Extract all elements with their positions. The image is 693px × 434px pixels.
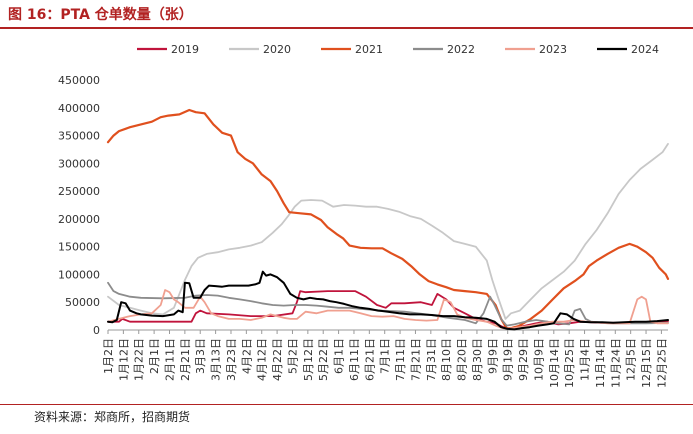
- x-tick-label: 6月21日: [363, 338, 376, 381]
- y-tick-label: 450000: [58, 74, 100, 87]
- source-divider: [0, 404, 693, 405]
- x-tick-label: 1月2日: [102, 338, 115, 374]
- y-tick-label: 150000: [58, 241, 100, 254]
- x-tick-label: 9月9日: [486, 338, 499, 374]
- x-tick-label: 1月12日: [117, 338, 130, 381]
- legend-label-2024: 2024: [631, 43, 659, 56]
- source-note: 资料来源：郑商所，招商期货: [34, 410, 191, 424]
- x-tick-label: 10月9日: [532, 338, 545, 381]
- x-tick-label: 7月11日: [394, 338, 407, 381]
- x-tick-label: 7月1日: [379, 338, 392, 374]
- y-tick-label: 300000: [58, 157, 100, 170]
- y-tick-label: 200000: [58, 213, 100, 226]
- x-tick-label: 4月22日: [271, 338, 284, 381]
- series-line-2020: [107, 143, 669, 320]
- x-tick-label: 12月15日: [640, 338, 653, 388]
- x-tick-label: 4月12日: [256, 338, 269, 381]
- x-tick-label: 11月24日: [609, 338, 622, 388]
- x-tick-label: 3月3日: [194, 338, 207, 374]
- x-tick-label: 10月25日: [563, 338, 576, 388]
- x-tick-label: 10月14日: [548, 338, 561, 388]
- x-tick-label: 9月19日: [502, 338, 515, 381]
- x-tick-label: 11月14日: [594, 338, 607, 388]
- x-tick-label: 7月21日: [409, 338, 422, 381]
- x-tick-label: 1月22日: [133, 338, 146, 381]
- line-chart: 2019 2020 2021 2022 2023 2024 0 50000 100000 150…: [58, 43, 670, 388]
- x-tick-label: 12月5日: [625, 338, 638, 381]
- legend-label-2021: 2021: [355, 43, 383, 56]
- y-tick-label: 250000: [58, 185, 100, 198]
- figure-title: 图 16：PTA 仓单数量（张）: [8, 7, 193, 23]
- x-tick-label: 6月11日: [348, 338, 361, 381]
- x-tick-label: 8月30日: [471, 338, 484, 381]
- legend-label-2023: 2023: [539, 43, 567, 56]
- x-tick-label: 2月21日: [179, 338, 192, 381]
- x-tick-label: 8月20日: [456, 338, 469, 381]
- series-layer: [106, 108, 670, 331]
- legend-label-2022: 2022: [447, 43, 475, 56]
- x-tick-label: 7月31日: [425, 338, 438, 381]
- x-tick-label: 11月4日: [579, 338, 592, 381]
- series-line-2022: [107, 281, 669, 327]
- x-tick-label: 6月1日: [333, 338, 346, 374]
- y-axis: 0 50000 100000 150000 200000 250000 300000 3500…: [58, 74, 100, 337]
- y-tick-label: 100000: [58, 268, 100, 281]
- x-tick-label: 2月11日: [163, 338, 176, 381]
- y-tick-label: 400000: [58, 102, 100, 115]
- x-tick-label: 4月2日: [240, 338, 253, 374]
- series-line-2021: [106, 108, 670, 330]
- x-tick-label: 5月22日: [317, 338, 330, 381]
- x-tick-label: 2月1日: [148, 338, 161, 374]
- x-tick-label: 5月12日: [302, 338, 315, 381]
- x-tick-label: 3月13日: [210, 338, 223, 381]
- x-tick-label: 8月10日: [440, 338, 453, 381]
- x-tick-label: 5月2日: [286, 338, 299, 374]
- legend-label-2019: 2019: [171, 43, 199, 56]
- x-tick-label: 12月25日: [655, 338, 668, 388]
- x-tick-label: 3月23日: [225, 338, 238, 381]
- y-tick-label: 350000: [58, 130, 100, 143]
- legend: 2019 2020 2021 2022 2023 2024: [137, 43, 659, 56]
- x-tick-label: 9月29日: [517, 338, 530, 381]
- x-axis: 1月2日 1月12日 1月22日 2月1日 2月11日 2月21日 3月3日 3月13日 3月2…: [102, 329, 668, 388]
- legend-label-2020: 2020: [263, 43, 291, 56]
- series-line-2024: [107, 270, 669, 331]
- y-tick-label: 0: [93, 324, 100, 337]
- y-tick-label: 50000: [65, 296, 100, 309]
- title-divider: [0, 27, 693, 29]
